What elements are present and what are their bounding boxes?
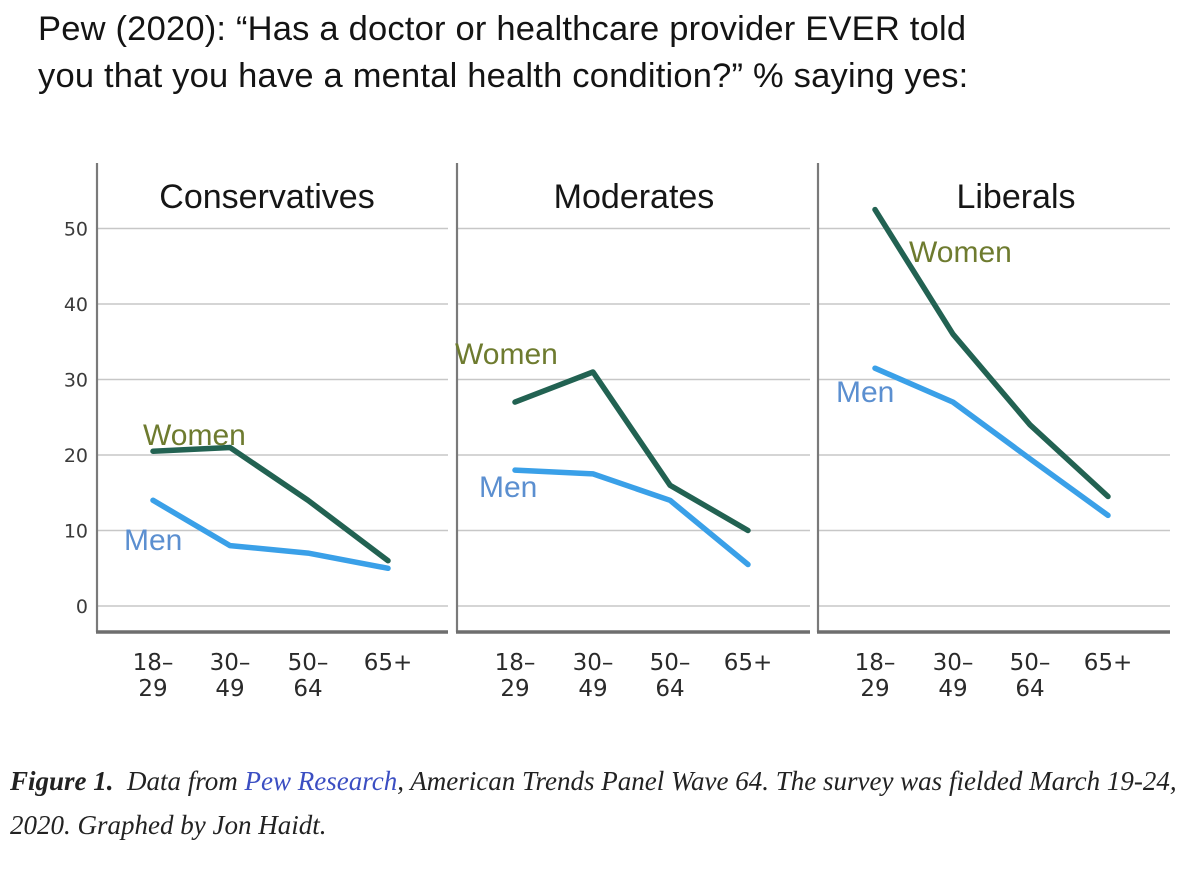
men-line-moderates [512,467,751,568]
x-tick-label: 30– [573,650,614,676]
chart-panels: Conservatives 0 10 20 30 40 50 18– 29 30– 49 50– 64 6… [0,140,1200,715]
women-series-label: Women [909,236,1012,269]
x-tick-label: 64 [1015,676,1044,702]
y-tick-label-40: 40 [64,294,88,316]
women-series-label: Women [143,419,246,452]
men-line-conservatives [150,497,391,572]
x-tick-label: 30– [933,650,974,676]
x-tick-label: 65+ [724,650,773,676]
y-tick-label-0: 0 [76,596,88,618]
women-line-liberals [872,206,1111,500]
x-tick-label: 50– [650,650,691,676]
men-series-label: Men [836,376,894,409]
y-tick-label-30: 30 [64,370,88,392]
men-series-label: Men [479,471,537,504]
x-tick-label: 50– [1010,650,1051,676]
x-tick-label: 49 [578,676,607,702]
x-tick-label: 65+ [1084,650,1133,676]
x-tick-label: 29 [138,676,167,702]
chart-svg: Conservatives0102030405018–2930–4950–646… [64,163,1170,702]
y-tick-label-20: 20 [64,445,88,467]
panel-title-moderates: Moderates [554,178,715,216]
x-tick-label: 30– [210,650,251,676]
page-title-line2: you that you have a mental health condit… [38,57,969,95]
figure-caption: Figure 1. Data from Pew Research, Americ… [10,760,1190,847]
men-series-label: Men [124,524,182,557]
x-tick-label: 65+ [364,650,413,676]
pew-research-link[interactable]: Pew Research [244,766,398,796]
caption-text-after-link: , American Trends Panel Wave 64. The sur… [10,766,1177,840]
women-line-conservatives [150,444,391,564]
panel-conservatives: Conservatives 0 10 20 30 40 50 18–29 30–49 50–64 6… [64,163,448,702]
x-tick-label: 64 [655,676,684,702]
panel-title-conservatives: Conservatives [159,178,374,216]
x-tick-label: 49 [215,676,244,702]
x-tick-label: 18– [855,650,896,676]
panel-moderates: Moderates 18–29 30–49 50–64 65+ Women Men [455,163,810,702]
x-tick-label: 50– [288,650,329,676]
panel-title-liberals: Liberals [956,178,1075,216]
y-tick-label-10: 10 [64,521,88,543]
caption-text-before-link: Data from [113,766,245,796]
page-title: Pew (2020): “Has a doctor or healthcare … [38,6,968,100]
x-tick-label: 29 [860,676,889,702]
caption-figure-label: Figure 1. [10,766,114,796]
panel-liberals: Liberals 18–29 30–49 50–64 65+ Women Men [816,163,1170,702]
women-line-moderates [512,369,751,534]
page-title-line1: Pew (2020): “Has a doctor or healthcare … [38,10,967,48]
x-tick-label: 64 [293,676,322,702]
men-line-liberals [872,365,1111,519]
y-tick-label-50: 50 [64,219,88,241]
x-tick-label: 29 [500,676,529,702]
x-tick-label: 18– [133,650,174,676]
x-tick-label: 18– [495,650,536,676]
women-series-label: Women [455,338,558,371]
x-tick-label: 49 [938,676,967,702]
